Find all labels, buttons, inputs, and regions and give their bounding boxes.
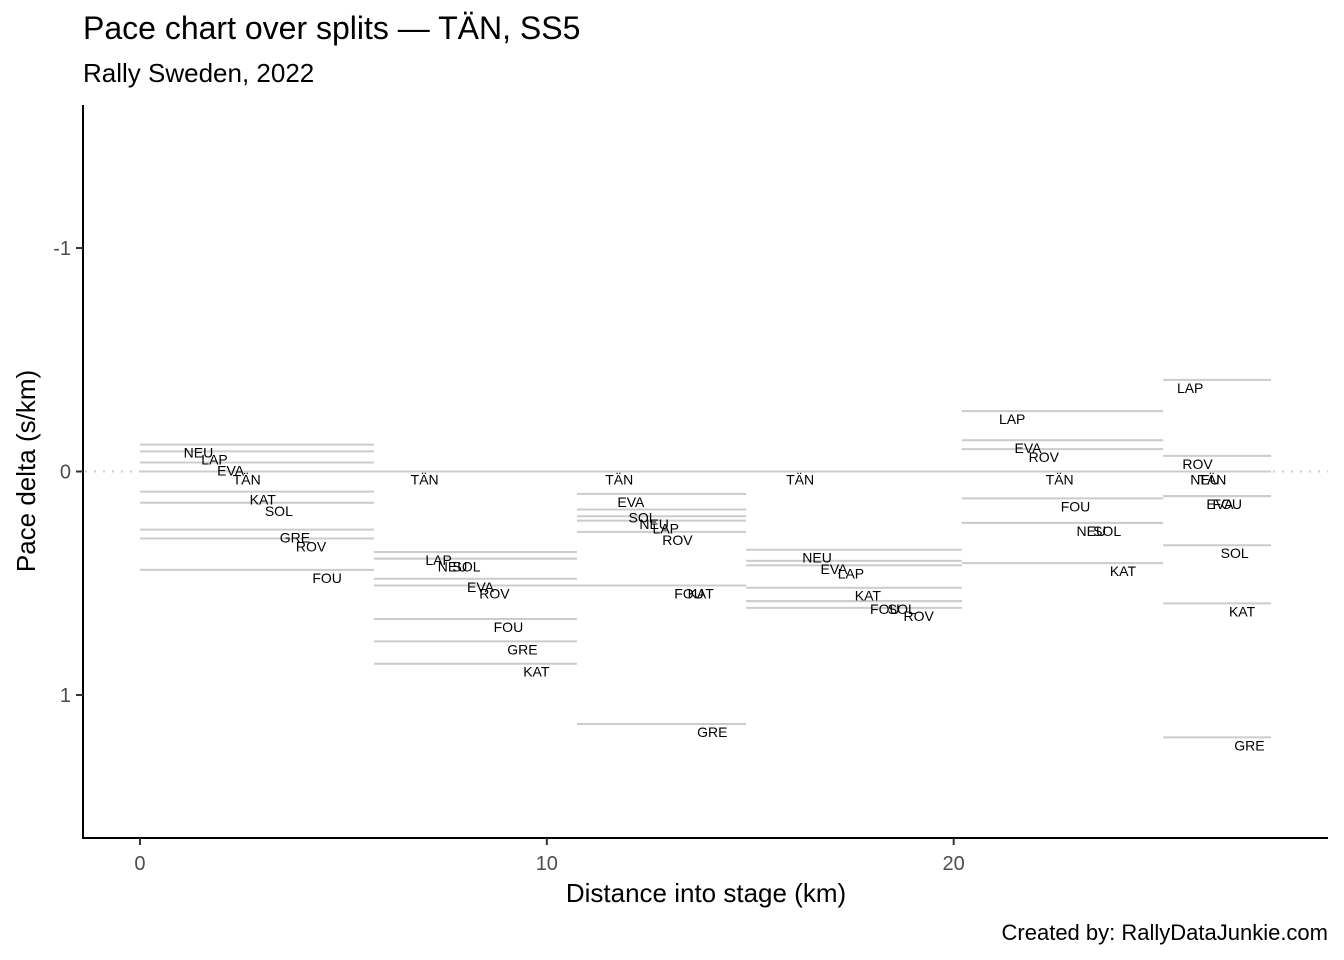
driver-label-eva-split6: EVA xyxy=(1206,496,1234,512)
driver-label-kat-split5: KAT xyxy=(1110,563,1137,579)
chart-title: Pace chart over splits — TÄN, SS5 xyxy=(83,10,581,46)
driver-label-fou-split4: FOU xyxy=(870,601,900,617)
driver-label-eva-split1: EVA xyxy=(217,463,245,479)
y-tick-label-0: 0 xyxy=(60,462,71,484)
driver-label-lap-split1: LAP xyxy=(201,451,227,467)
driver-label-sol-split4: SOL xyxy=(888,601,916,617)
driver-label-rov-split6: ROV xyxy=(1182,456,1213,472)
driver-label-tän-split5: TÄN xyxy=(1046,472,1074,488)
driver-label-fou-split5: FOU xyxy=(1061,498,1091,514)
x-tick-label-0: 0 xyxy=(134,853,145,875)
driver-label-kat-split3: KAT xyxy=(688,585,715,601)
driver-label-lap-split6: LAP xyxy=(1177,380,1203,396)
driver-label-sol-split1: SOL xyxy=(265,503,293,519)
driver-label-kat-split2: KAT xyxy=(523,664,550,680)
y-tick-label-1: 1 xyxy=(60,685,71,707)
driver-label-kat-split4: KAT xyxy=(855,588,882,604)
x-axis-title: Distance into stage (km) xyxy=(566,878,846,908)
y-axis-title: Pace delta (s/km) xyxy=(11,370,41,572)
driver-label-fou-split6: FOU xyxy=(1212,496,1242,512)
driver-label-neu-split2: NEU xyxy=(438,559,468,575)
y-axis-ticks: -1 0 1 xyxy=(53,238,83,707)
driver-label-tän-split4: TÄN xyxy=(786,472,814,488)
chart-caption: Created by: RallyDataJunkie.com xyxy=(1001,920,1328,945)
driver-label-gre-split3: GRE xyxy=(697,724,727,740)
driver-label-sol-split2: SOL xyxy=(453,559,481,575)
driver-label-tän-split3: TÄN xyxy=(605,472,633,488)
driver-label-rov-split4: ROV xyxy=(904,608,935,624)
driver-label-lap-split2: LAP xyxy=(425,552,451,568)
split-segments xyxy=(139,378,1272,739)
driver-label-kat-split6: KAT xyxy=(1229,603,1256,619)
driver-label-neu-split5: NEU xyxy=(1077,523,1107,539)
x-tick-label-10: 10 xyxy=(536,853,558,875)
driver-label-eva-split2: EVA xyxy=(467,579,495,595)
x-tick-label-20: 20 xyxy=(943,853,965,875)
driver-label-kat-split1: KAT xyxy=(250,492,277,508)
driver-label-neu-split4: NEU xyxy=(802,550,832,566)
driver-label-neu-split3: NEU xyxy=(639,516,669,532)
driver-label-rov-split5: ROV xyxy=(1029,449,1060,465)
driver-label-eva-split3: EVA xyxy=(617,494,645,510)
chart-subtitle: Rally Sweden, 2022 xyxy=(83,58,315,88)
driver-label-lap-split5: LAP xyxy=(999,411,1025,427)
driver-label-tän-split6: TÄN xyxy=(1198,472,1226,488)
driver-label-rov-split3: ROV xyxy=(662,532,693,548)
driver-label-sol-split6: SOL xyxy=(1221,545,1249,561)
driver-label-lap-split4: LAP xyxy=(838,565,864,581)
driver-label-fou-split2: FOU xyxy=(494,619,524,635)
driver-label-gre-split1: GRE xyxy=(280,530,310,546)
driver-label-neu-split6: NEU xyxy=(1190,472,1220,488)
y-tick-label--1: -1 xyxy=(53,238,71,260)
driver-label-eva-split5: EVA xyxy=(1015,440,1043,456)
driver-label-fou-split1: FOU xyxy=(312,570,342,586)
driver-label-tän-split2: TÄN xyxy=(411,472,439,488)
driver-label-gre-split6: GRE xyxy=(1234,737,1264,753)
driver-label-rov-split1: ROV xyxy=(296,539,327,555)
x-axis-ticks: 0 10 20 xyxy=(134,838,965,875)
driver-label-sol-split5: SOL xyxy=(1093,523,1121,539)
driver-label-tän-split1: TÄN xyxy=(233,472,261,488)
driver-labels: NEULAPEVATÄNKATSOLGREROVFOUTÄNLAPNEUSOLE… xyxy=(184,380,1265,754)
driver-label-neu-split1: NEU xyxy=(184,445,214,461)
driver-label-rov-split2: ROV xyxy=(479,585,510,601)
driver-label-sol-split3: SOL xyxy=(629,509,657,525)
driver-label-gre-split2: GRE xyxy=(507,641,537,657)
driver-label-eva-split4: EVA xyxy=(820,561,848,577)
driver-label-lap-split3: LAP xyxy=(653,521,679,537)
driver-label-fou-split3: FOU xyxy=(674,585,704,601)
